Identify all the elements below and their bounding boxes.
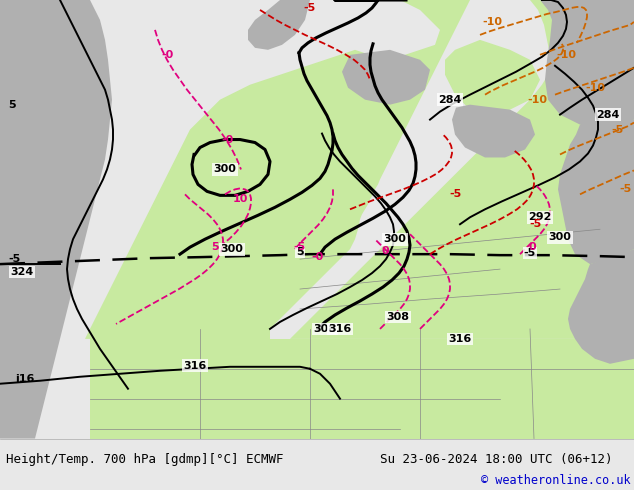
Polygon shape [534,0,634,129]
Polygon shape [290,0,634,339]
Text: 300: 300 [548,232,571,242]
Text: -0: -0 [222,135,234,145]
Polygon shape [0,0,112,439]
Text: 284: 284 [597,110,619,120]
Text: -5: -5 [611,124,623,135]
Text: 300: 300 [384,234,406,244]
Text: -5: -5 [294,242,306,252]
Text: -5: -5 [529,219,541,229]
Text: 292: 292 [528,212,552,222]
Text: 300: 300 [214,165,236,174]
Text: 300: 300 [221,244,243,254]
Polygon shape [248,0,310,50]
Text: i16: i16 [15,374,34,384]
Polygon shape [342,50,430,105]
Polygon shape [452,105,535,157]
Text: 0: 0 [528,242,536,252]
Polygon shape [558,120,634,264]
Text: -5: -5 [8,254,20,264]
Text: 308: 308 [313,324,337,334]
Text: -5: -5 [304,3,316,13]
Text: -10: -10 [556,50,576,60]
Text: -10: -10 [527,95,547,105]
Text: -5: -5 [619,184,631,195]
Text: 5: 5 [211,242,219,252]
Text: 324: 324 [10,267,34,277]
Polygon shape [185,149,260,199]
Text: -0: -0 [161,50,173,60]
Text: -10: -10 [482,17,502,27]
Polygon shape [90,329,634,439]
Text: -0: -0 [312,252,324,262]
Text: © weatheronline.co.uk: © weatheronline.co.uk [481,474,631,488]
Text: 5: 5 [296,247,304,257]
Text: -5: -5 [449,189,461,199]
Polygon shape [445,40,540,115]
Polygon shape [568,249,634,364]
Text: Height/Temp. 700 hPa [gdmp][°C] ECMWF: Height/Temp. 700 hPa [gdmp][°C] ECMWF [6,453,284,466]
Text: 0: 0 [381,246,389,256]
Text: -5: -5 [524,248,536,258]
Polygon shape [85,0,470,339]
Text: Su 23-06-2024 18:00 UTC (06+12): Su 23-06-2024 18:00 UTC (06+12) [380,453,613,466]
Text: 316: 316 [328,324,352,334]
Text: 316: 316 [183,361,207,371]
Text: -10: -10 [585,83,605,93]
Text: 316: 316 [448,334,472,344]
Text: 5: 5 [8,99,16,110]
Text: 308: 308 [387,312,410,322]
Text: 284: 284 [438,95,462,105]
Text: 10: 10 [232,195,248,204]
